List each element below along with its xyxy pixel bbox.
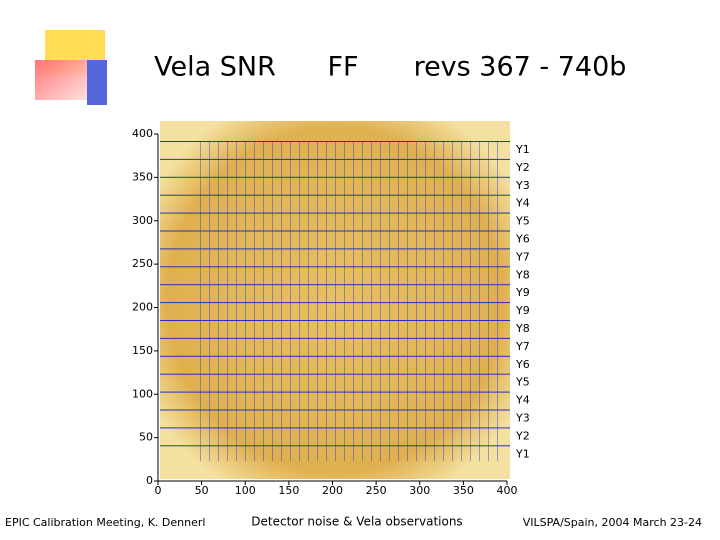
row-label: Y9 (515, 304, 530, 317)
figure: 0 50 100 150 200 250 300 350 400 0 50 100 150 200 250 3… (132, 115, 540, 500)
title-part: Vela SNR (154, 52, 276, 83)
row-label: Y2 (515, 429, 530, 442)
title: Vela SNR FF revs 367 - 740b (154, 52, 626, 83)
y-tick-label: 150 (132, 344, 153, 357)
footer-left: EPIC Calibration Meeting, K. Dennerl (5, 516, 205, 529)
x-tick-label: 50 (195, 484, 209, 497)
row-label: Y4 (515, 197, 530, 210)
x-tick-label: 200 (322, 484, 343, 497)
row-label: Y5 (515, 376, 530, 389)
row-label: Y4 (515, 394, 530, 407)
x-tick-label: 250 (366, 484, 387, 497)
y-tick-label: 300 (132, 214, 153, 227)
row-label: Y6 (515, 233, 530, 246)
row-label: Y3 (515, 179, 530, 192)
x-tick-label: 400 (497, 484, 518, 497)
y-tick-label: 250 (132, 257, 153, 270)
x-tick-label: 300 (409, 484, 430, 497)
title-part: revs 367 - 740b (414, 52, 627, 83)
y-tick-label: 350 (132, 170, 153, 183)
y-tick-label: 200 (132, 301, 153, 314)
y-tick-label: 0 (146, 474, 153, 487)
x-tick-label: 150 (278, 484, 299, 497)
row-label: Y9 (515, 286, 530, 299)
axes: 0 50 100 150 200 250 300 350 400 0 50 100 150 200 250 3… (132, 127, 530, 497)
row-label: Y8 (515, 268, 530, 281)
row-label: Y3 (515, 412, 530, 425)
footer-right: VILSPA/Spain, 2004 March 23-24 (523, 516, 702, 529)
row-label: Y1 (515, 447, 530, 460)
logo-squares (35, 30, 107, 105)
x-tick-label: 100 (235, 484, 256, 497)
x-tick-label: 0 (155, 484, 162, 497)
title-part: FF (327, 52, 358, 83)
row-label: Y5 (515, 215, 530, 228)
row-label: Y1 (515, 143, 530, 156)
row-label: Y2 (515, 161, 530, 174)
y-tick-label: 100 (132, 387, 153, 400)
y-tick-label: 50 (139, 431, 153, 444)
image-rows (160, 141, 510, 463)
row-label: Y6 (515, 358, 530, 371)
y-tick-label: 400 (132, 127, 153, 140)
footer: EPIC Calibration Meeting, K. Dennerl Det… (5, 515, 702, 530)
row-label: Y7 (515, 250, 530, 263)
footer-center: Detector noise & Vela observations (251, 515, 462, 529)
row-label: Y8 (515, 322, 530, 335)
x-tick-label: 350 (453, 484, 474, 497)
row-label: Y7 (515, 340, 530, 353)
